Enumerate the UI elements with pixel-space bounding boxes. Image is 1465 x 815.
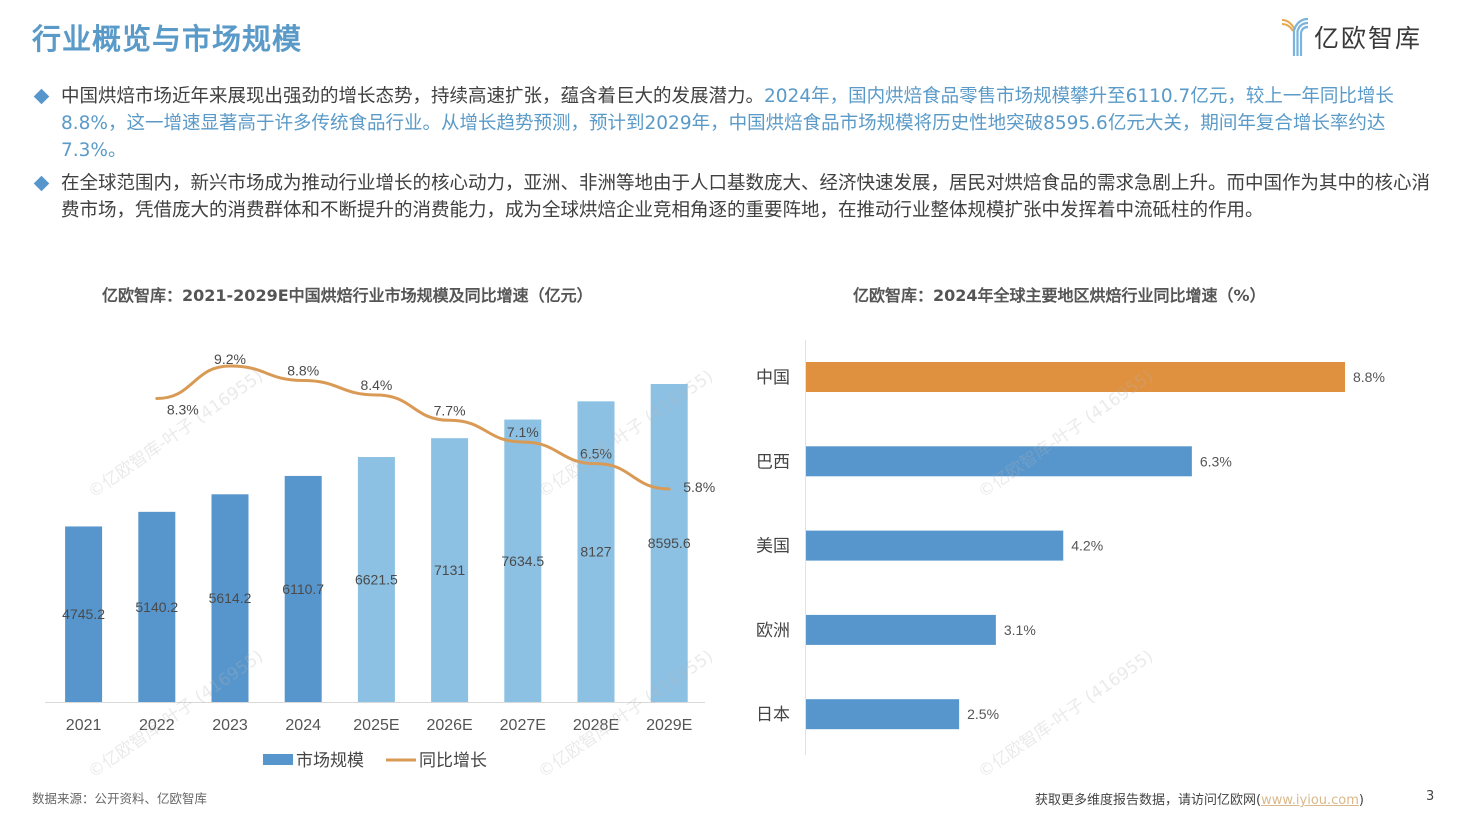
bar-value-label: 7131 [434,562,465,578]
growth-value-label: 9.2% [214,351,246,367]
x-tick-label: 2028E [573,717,619,734]
bar-value-label: 8595.6 [648,535,691,551]
x-tick-label: 2022 [139,717,175,734]
logo-icon [1281,17,1309,56]
x-tick-label: 2029E [646,717,692,734]
bar-market-size [65,526,103,702]
bullet-text: 中国烘焙市场近年来展现出强劲的增长态势，持续高速扩张，蕴含着巨大的发展潜力。20… [61,83,1442,164]
logo-text: 亿欧智库 [1314,24,1423,53]
page-number: 3 [1426,789,1435,804]
bar-region-growth [806,446,1192,477]
x-tick-label: 2025E [353,717,399,734]
growth-value-label: 8.3% [167,402,199,418]
bar-region-growth [806,362,1345,392]
growth-value-label: 8.4% [360,377,392,393]
y-tick-label: 巴西 [756,452,790,471]
growth-value-label: 7.7% [434,402,466,418]
bar-market-size [577,401,615,702]
bar-region-growth [806,530,1064,561]
bar-market-size [650,384,688,702]
bar-market-size [138,511,176,702]
legend-swatch-market-size [263,754,293,765]
y-tick-label: 美国 [756,537,790,556]
bar-market-size [431,438,469,702]
bar-market-size [284,475,322,702]
footer-suffix: ) [1358,793,1364,808]
bar-value-label: 6110.7 [282,581,324,597]
x-tick-label: 2023 [212,717,248,734]
region-growth-chart-title: 亿欧智库：2024年全球主要地区烘焙行业同比增速（%） [853,286,1266,305]
market-size-chart-title: 亿欧智库：2021-2029E中国烘焙行业市场规模及同比增速（亿元） [102,286,593,305]
growth-value-label: 5.8% [683,479,715,495]
bar-market-size [504,419,542,702]
growth-value-label: 7.1% [507,424,539,440]
bar-market-size [357,457,395,702]
data-source-note: 数据来源：公开资料、亿欧智库 [32,791,208,806]
brand-logo: 亿欧智库 [1280,16,1422,58]
bar-value-label: 2.5% [967,706,999,722]
growth-line [155,364,671,491]
growth-value-label: 8.8% [287,362,319,378]
growth-value-label: 6.5% [580,446,612,462]
y-tick-label: 中国 [756,368,790,387]
bar-value-label: 5140.2 [135,599,178,615]
bullet-item: 中国烘焙市场近年来展现出强劲的增长态势，持续高速扩张，蕴含着巨大的发展潜力。20… [32,83,1442,164]
bar-value-label: 3.1% [1004,622,1036,638]
page-title: 行业概览与市场规模 [32,22,303,56]
summary-bullets: 中国烘焙市场近年来展现出强劲的增长态势，持续高速扩张，蕴含着巨大的发展潜力。20… [32,83,1442,230]
y-tick-label: 欧洲 [756,621,790,640]
bar-region-growth [806,699,960,730]
y-tick-label: 日本 [756,705,790,724]
bar-value-label: 5614.2 [209,590,252,606]
bullet-text-plain: 中国烘焙市场近年来展现出强劲的增长态势，持续高速扩张，蕴含着巨大的发展潜力。 [61,86,765,107]
bar-value-label: 7634.5 [501,553,544,569]
bar-market-size [211,494,249,702]
x-tick-label: 2027E [500,717,546,734]
bar-value-label: 4.2% [1071,538,1103,554]
bar-value-label: 8.8% [1353,369,1385,385]
x-tick-label: 2024 [285,717,321,734]
bullet-text-highlight: 2024年，国内烘焙食品零售市场规模攀升至6110.7亿元，较上一年同比增长8.… [61,86,1394,161]
bullet-item: 在全球范围内，新兴市场成为推动行业增长的核心动力，亚洲、非洲等地由于人口基数庞大… [32,170,1442,224]
bar-value-label: 6621.5 [355,572,398,588]
x-tick-label: 2021 [66,717,102,734]
bullet-text-plain: 在全球范围内，新兴市场成为推动行业增长的核心动力，亚洲、非洲等地由于人口基数庞大… [61,173,1431,221]
x-tick-label: 2026E [426,717,472,734]
bullet-text: 在全球范围内，新兴市场成为推动行业增长的核心动力，亚洲、非洲等地由于人口基数庞大… [61,170,1442,224]
legend-label-growth: 同比增长 [419,751,487,770]
bar-value-label: 6.3% [1200,453,1232,469]
bar-value-label: 8127 [580,544,611,560]
iyiou-link[interactable]: www.iyiou.com [1261,793,1359,808]
bar-value-label: 4745.2 [62,606,105,622]
footer-link-note: 获取更多维度报告数据，请访问亿欧网(www.iyiou.com) [1035,789,1364,808]
bar-region-growth [806,614,996,645]
legend-label-market-size: 市场规模 [296,751,364,770]
footer-prefix: 获取更多维度报告数据，请访问亿欧网( [1035,793,1262,808]
